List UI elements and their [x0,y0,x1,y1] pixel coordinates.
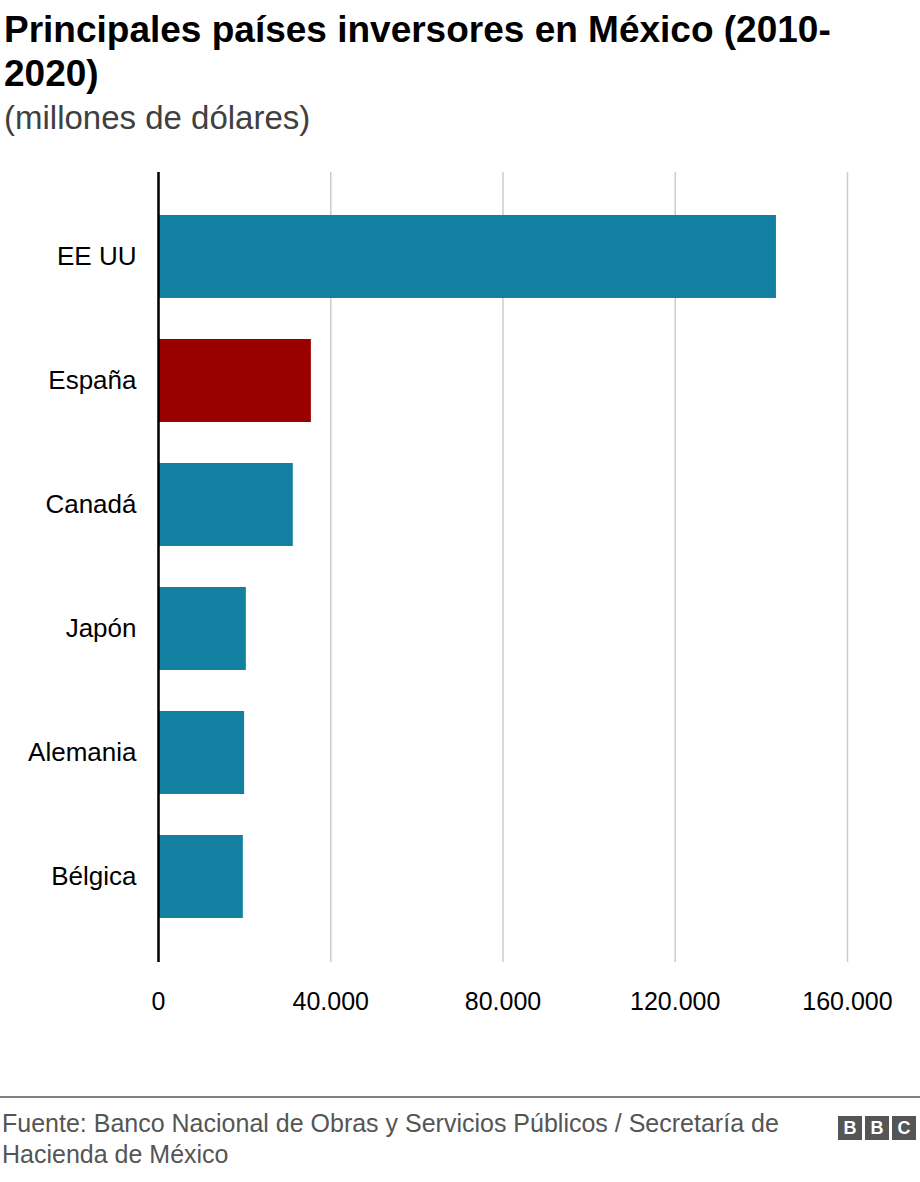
svg-text:España: España [48,365,137,395]
html-text:(millones de dólares): (millones de dólares) [4,99,311,136]
html-text:B: B [843,1118,857,1138]
svg-text:0: 0 [152,987,166,1015]
svg-text:80.000: 80.000 [465,987,541,1015]
svg-text:Canadá: Canadá [45,489,137,519]
svg-text:Japón: Japón [66,613,137,643]
svg-text:Alemania: Alemania [28,737,137,767]
html-text:B: B [870,1118,884,1138]
html-text:Fuente: Banco Nacional de Obra: Fuente: Banco Nacional de Obras y Servic… [2,1109,779,1168]
svg-text:40.000: 40.000 [293,987,369,1015]
svg-text:160.000: 160.000 [802,987,892,1015]
html-text:Principales países inversores: Principales países inversores en México … [4,9,831,94]
svg-text:120.000: 120.000 [630,987,720,1015]
html-text:C: C [897,1118,911,1138]
svg-text:EE UU: EE UU [57,241,136,271]
svg-text:Bélgica: Bélgica [51,861,137,891]
